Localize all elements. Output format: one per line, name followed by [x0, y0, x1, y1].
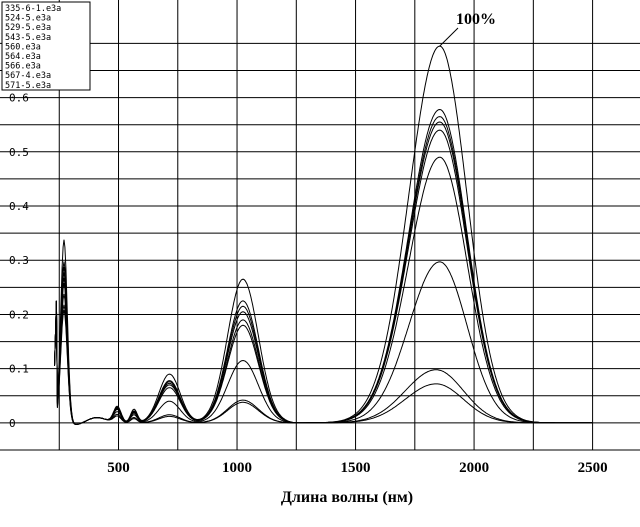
legend-entry: 566.e3a — [5, 62, 41, 72]
y-tick-label: 0 — [9, 417, 16, 430]
legend-box — [1, 1, 91, 91]
legend-entry: 571-5.e3a — [5, 81, 51, 91]
y-tick-labels: 0 0.1 0.2 0.3 0.4 0.5 0.6 — [9, 92, 29, 430]
legend-entry: 335-6-1.e3a — [5, 4, 61, 14]
x-tick-label: 2000 — [459, 460, 489, 476]
series-lines — [54, 45, 593, 426]
x-axis-label: Длина волны (нм) — [281, 489, 413, 506]
y-tick-label: 0.5 — [9, 146, 29, 159]
legend-entry: 560.e3a — [5, 42, 41, 52]
y-tick-label: 0.4 — [9, 200, 29, 213]
x-tick-label: 1000 — [222, 460, 252, 476]
legend-entry: 564.e3a — [5, 52, 41, 62]
annotation-pointer — [439, 27, 459, 47]
y-tick-label: 0.6 — [9, 92, 29, 105]
x-tick-label: 500 — [107, 460, 130, 476]
y-tick-label: 0.3 — [9, 254, 29, 267]
series-line-9 — [54, 300, 593, 426]
y-tick-label: 0.2 — [9, 308, 29, 321]
peak-annotation: 100% — [439, 11, 496, 47]
legend-entry: 543-5.e3a — [5, 33, 51, 43]
x-tick-labels: 500 1000 1500 2000 2500 — [107, 460, 607, 476]
legend: 335-6-1.e3a524-5.e3a529-5.e3a543-5.e3a56… — [1, 1, 91, 91]
legend-entry: 524-5.e3a — [5, 14, 51, 24]
x-tick-label: 2500 — [578, 460, 608, 476]
x-tick-label: 1500 — [341, 460, 371, 476]
y-tick-label: 0.1 — [9, 363, 29, 376]
grid — [0, 0, 640, 451]
annotation-label: 100% — [456, 11, 496, 28]
legend-entry: 567-4.e3a — [5, 71, 51, 81]
legend-entry: 529-5.e3a — [5, 23, 51, 33]
